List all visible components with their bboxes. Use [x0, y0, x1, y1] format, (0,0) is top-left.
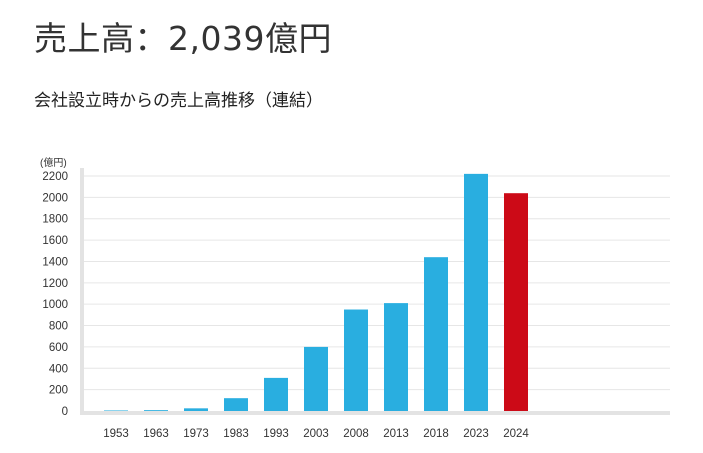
bar-2013 — [384, 303, 408, 411]
y-tick-label: 1800 — [42, 214, 68, 226]
axes-group — [80, 168, 670, 415]
x-tick-label: 2018 — [423, 428, 449, 440]
y-tick-label: 1400 — [42, 256, 68, 268]
bar-1973 — [184, 408, 208, 411]
bar-2018 — [424, 257, 448, 411]
x-tick-label: 1993 — [263, 428, 289, 440]
x-axis-line — [80, 411, 670, 415]
x-tick-label: 1953 — [103, 428, 129, 440]
y-tick-label: 0 — [62, 406, 68, 418]
y-tick-label: 200 — [49, 385, 68, 397]
x-tick-label: 2023 — [463, 428, 489, 440]
y-tick-labels: 0 200 400 600 800 1000 1200 1400 1600 1800 2000 220… — [42, 171, 68, 418]
bar-2024 — [504, 193, 528, 411]
bar-1983 — [224, 398, 248, 411]
bar-1963 — [144, 410, 168, 411]
revenue-bar-chart: (億円) 0 200 400 600 800 1000 1200 1400 1600 1800 20… — [0, 0, 703, 453]
x-tick-labels: 1953 1963 1973 1983 1993 2003 2008 2013 2018 2023… — [103, 428, 529, 440]
x-tick-label: 1963 — [143, 428, 169, 440]
x-tick-label: 2003 — [303, 428, 329, 440]
x-tick-label: 1973 — [183, 428, 209, 440]
y-tick-label: 1000 — [42, 299, 68, 311]
bar-2003 — [304, 347, 328, 411]
grid-lines — [84, 176, 670, 390]
x-tick-label: 1983 — [223, 428, 249, 440]
y-tick-label: 2000 — [42, 192, 68, 204]
y-tick-label: 400 — [49, 363, 68, 375]
bar-1993 — [264, 378, 288, 411]
y-tick-label: 600 — [49, 342, 68, 354]
y-tick-label: 2200 — [42, 171, 68, 183]
x-tick-label: 2013 — [383, 428, 409, 440]
x-tick-label: 2008 — [343, 428, 369, 440]
y-axis-unit-label: (億円) — [40, 156, 67, 169]
bars-group — [104, 174, 528, 412]
y-tick-label: 1200 — [42, 278, 68, 290]
y-tick-label: 1600 — [42, 235, 68, 247]
bar-2008 — [344, 310, 368, 411]
y-tick-label: 800 — [49, 321, 68, 333]
x-tick-label: 2024 — [503, 428, 529, 440]
bar-2023 — [464, 174, 488, 411]
y-axis-line — [80, 168, 84, 415]
